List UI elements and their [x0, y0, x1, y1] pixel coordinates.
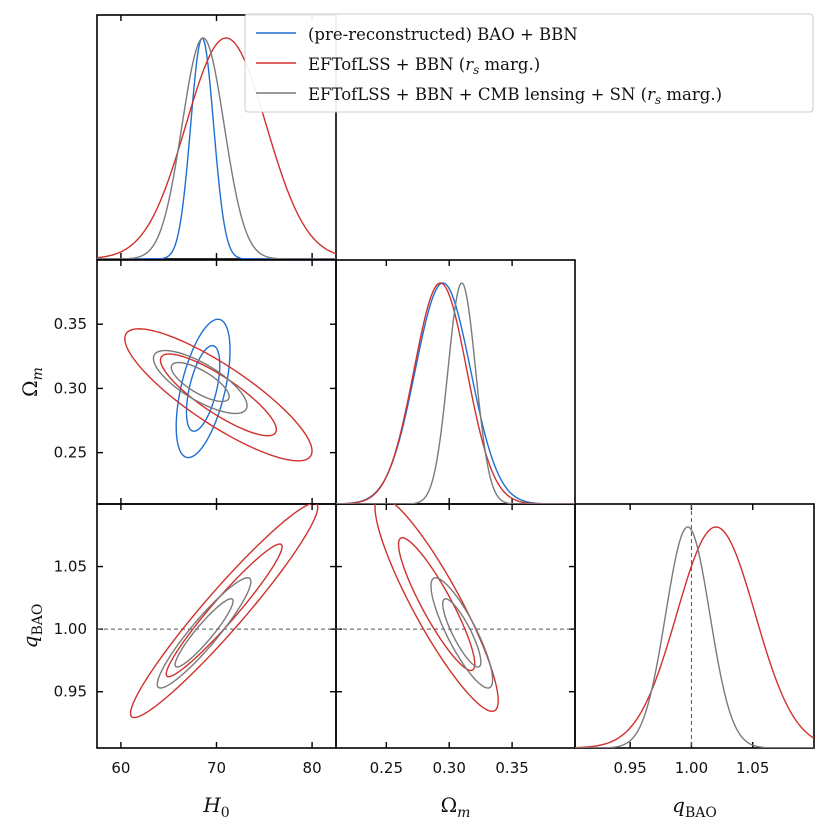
- x-tick-label-H0: 80: [303, 759, 322, 777]
- y-tick-label-q: 1.00: [54, 620, 87, 638]
- contour-95-H0-Om-series-0: [175, 318, 231, 459]
- legend: (pre-reconstructed) BAO + BBN EFTofLSS + …: [244, 13, 814, 113]
- contour-95-H0-Om-series-2: [152, 349, 248, 415]
- y-tick-label-Om: 0.35: [54, 315, 87, 333]
- panel-frame-Om-q: [335, 503, 576, 749]
- y-tick-label-q: 1.05: [54, 558, 87, 576]
- y-tick-label-q: 0.95: [54, 683, 87, 701]
- x-tick-label-H0: 70: [207, 759, 226, 777]
- y-tick-label-Om: 0.25: [54, 444, 87, 462]
- x-tick-label-Om: 0.25: [370, 759, 403, 777]
- legend-entry-1: EFTofLSS + BBN (rs marg.): [308, 55, 540, 77]
- marginal-curve-H0-series-1: [97, 37, 336, 259]
- legend-entry-2: EFTofLSS + BBN + CMB lensing + SN (rs ma…: [308, 85, 722, 107]
- contour-95-H0-q-series-2: [156, 577, 252, 689]
- legend-box: [244, 13, 814, 113]
- contour-95-H0-Om-series-1: [124, 328, 313, 462]
- panel-frame-Om-Om: [335, 259, 576, 505]
- contour-68-Om-q-series-2: [442, 598, 482, 668]
- panel-frame-q-q: [574, 503, 815, 749]
- panel-frame-H0-Om: [96, 259, 337, 505]
- y-axis-label-Om: Ωm: [18, 367, 46, 397]
- legend-entry-0: (pre-reconstructed) BAO + BBN: [308, 25, 578, 44]
- ticks-Om-q: [336, 504, 575, 748]
- x-tick-label-Om: 0.30: [433, 759, 466, 777]
- x-axis-label-H0: H0: [202, 793, 229, 821]
- contour-68-H0-Om-series-2: [170, 361, 230, 403]
- marginal-curve-q-series-1: [575, 526, 814, 748]
- contour-95-H0-q-series-1: [129, 504, 319, 719]
- y-axis-label-q: qBAO: [18, 604, 46, 649]
- x-tick-label-q: 0.95: [613, 759, 646, 777]
- marginal-curve-Om-series-2: [336, 282, 575, 504]
- contour-95-Om-q-series-2: [430, 577, 494, 689]
- marginal-curve-Om-series-1: [336, 282, 575, 504]
- marginal-curve-H0-series-0: [97, 37, 336, 259]
- x-axis-label-q: qBAO: [672, 793, 717, 821]
- x-tick-label-q: 1.05: [736, 759, 769, 777]
- x-tick-label-Om: 0.35: [495, 759, 528, 777]
- x-tick-label-H0: 60: [111, 759, 130, 777]
- contour-68-H0-q-series-1: [165, 543, 283, 678]
- contour-95-Om-q-series-1: [374, 504, 499, 713]
- panel-frame-H0-q: [96, 503, 337, 749]
- contour-68-H0-q-series-2: [174, 598, 234, 668]
- contour-68-Om-q-series-1: [397, 537, 476, 672]
- x-tick-label-q: 1.00: [675, 759, 708, 777]
- ticks-H0-q: [97, 504, 336, 748]
- x-axis-label-Om: Ωm: [441, 793, 471, 821]
- marginal-curve-q-series-2: [575, 526, 814, 748]
- contour-68-H0-Om-series-1: [159, 353, 278, 437]
- ticks-H0-Om: [97, 260, 336, 504]
- y-tick-label-Om: 0.30: [54, 379, 87, 397]
- marginal-curve-H0-series-2: [97, 37, 336, 259]
